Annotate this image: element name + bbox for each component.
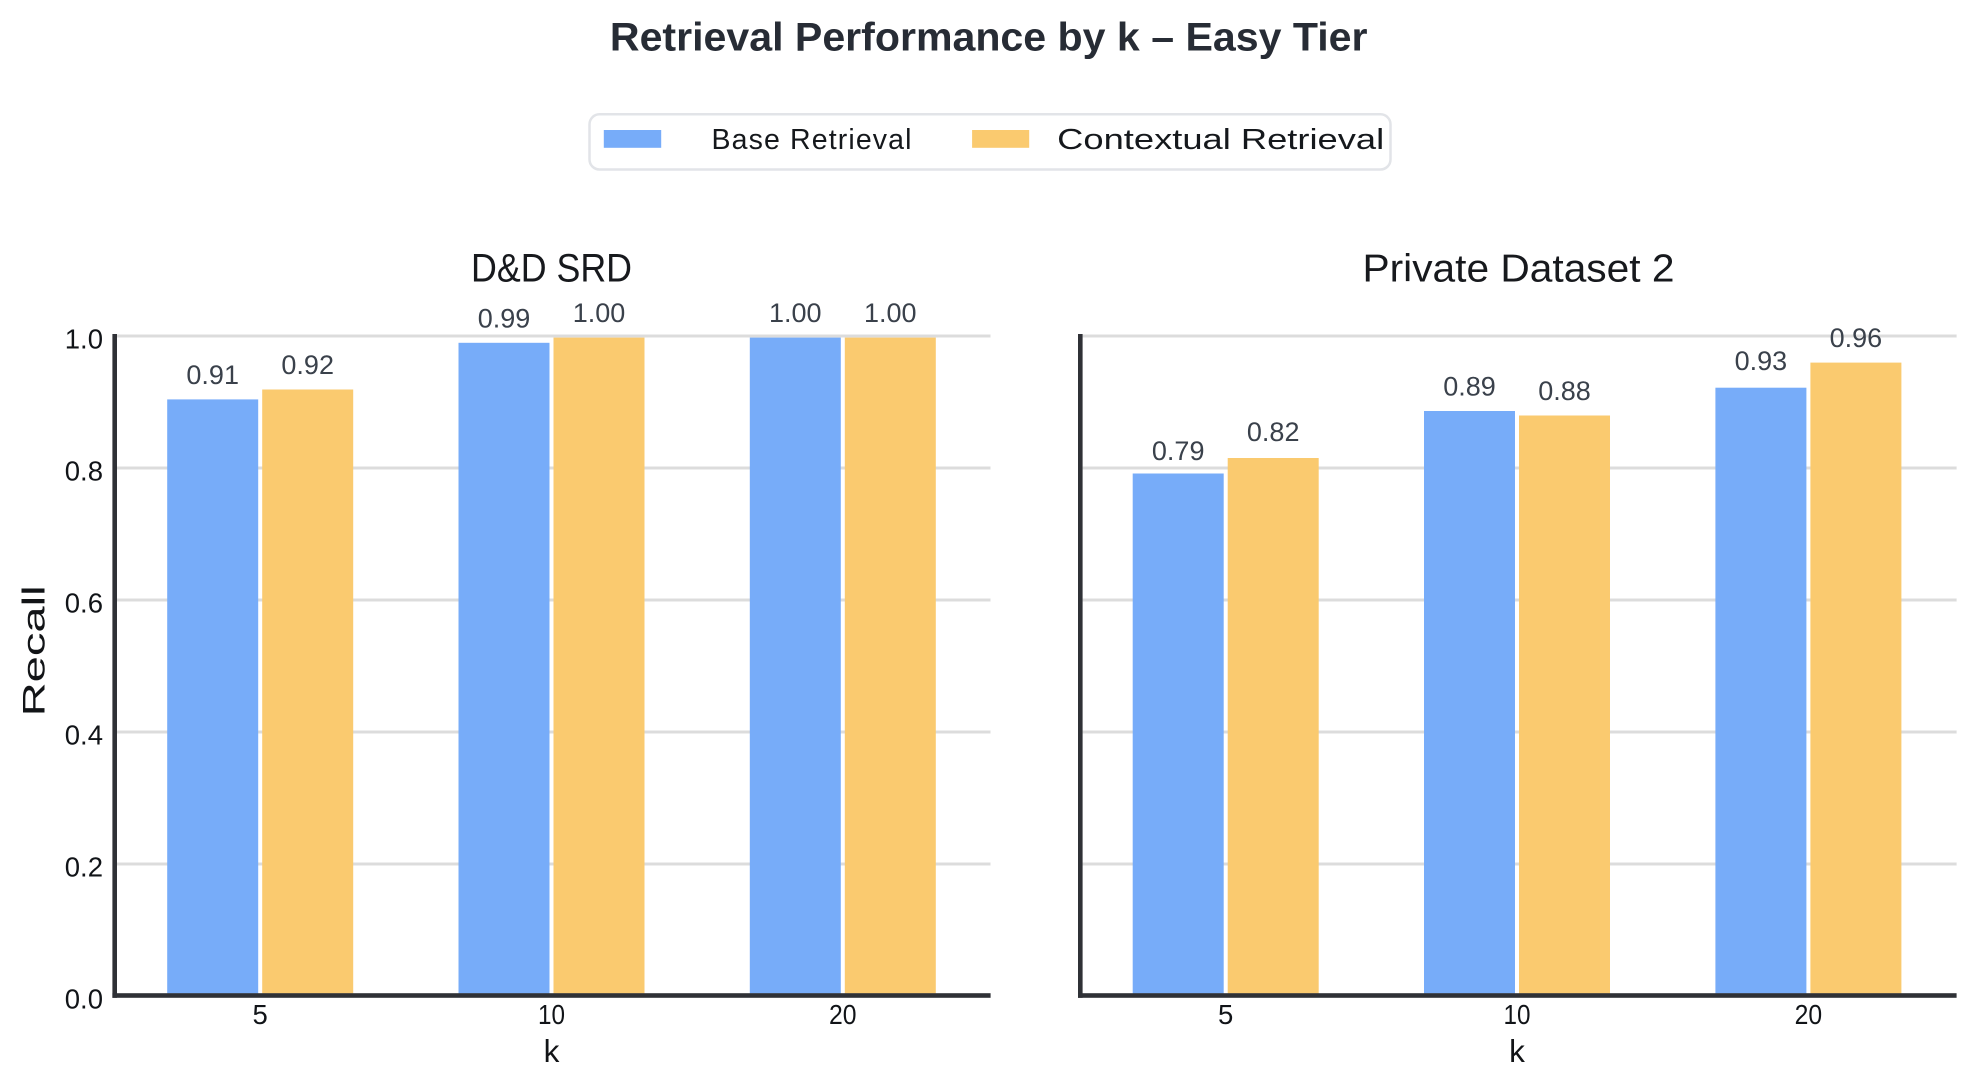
svg-text:0.4: 0.4 [65,719,103,750]
svg-text:0.6: 0.6 [65,587,103,618]
svg-text:1.00: 1.00 [769,298,822,328]
svg-text:0.88: 0.88 [1538,376,1591,406]
svg-text:0.0: 0.0 [65,983,103,1014]
svg-text:20: 20 [1795,999,1823,1030]
svg-text:0.79: 0.79 [1152,436,1205,466]
svg-text:20: 20 [829,999,857,1030]
svg-text:0.91: 0.91 [186,360,239,390]
svg-text:k: k [1509,1033,1525,1069]
svg-text:Retrieval Performance by k – E: Retrieval Performance by k – Easy Tier [610,15,1368,59]
svg-text:5: 5 [253,999,268,1030]
svg-text:1.0: 1.0 [65,323,103,354]
svg-text:0.96: 0.96 [1830,323,1883,353]
svg-text:0.8: 0.8 [65,455,103,486]
svg-text:1.00: 1.00 [573,298,626,328]
svg-text:0.99: 0.99 [478,303,531,333]
svg-text:10: 10 [538,999,565,1030]
svg-text:5: 5 [1218,999,1233,1030]
svg-text:Private Dataset 2: Private Dataset 2 [1363,247,1675,290]
svg-text:1.00: 1.00 [864,298,917,328]
svg-text:10: 10 [1504,999,1531,1030]
svg-text:0.89: 0.89 [1443,372,1496,402]
svg-text:Base Retrieval: Base Retrieval [712,124,912,156]
svg-text:k: k [544,1033,560,1069]
svg-text:0.82: 0.82 [1247,417,1300,447]
svg-text:Recall: Recall [16,585,51,716]
svg-text:0.92: 0.92 [281,350,334,380]
svg-text:D&D SRD: D&D SRD [471,247,632,291]
svg-text:Contextual Retrieval: Contextual Retrieval [1057,124,1384,156]
svg-text:0.93: 0.93 [1735,346,1788,376]
svg-text:0.2: 0.2 [65,851,103,882]
